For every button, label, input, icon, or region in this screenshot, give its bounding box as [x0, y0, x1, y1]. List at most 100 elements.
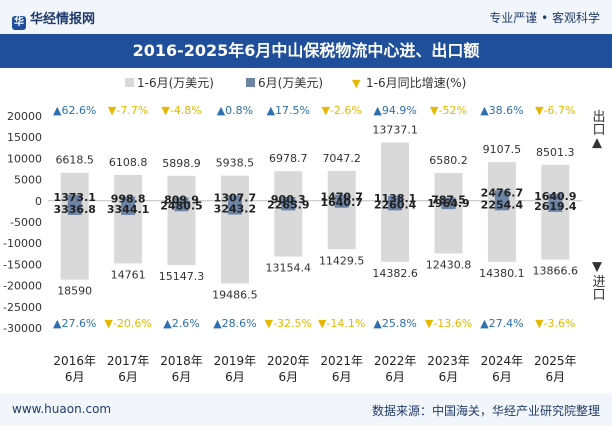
x-tick-label-month: 6月 — [65, 370, 85, 384]
side-label-export: 出口▲ — [590, 110, 605, 151]
label-import-growth: ▲27.4% — [480, 317, 523, 330]
bar-export-month — [494, 190, 509, 201]
label-export-month: 809.9 — [164, 193, 199, 206]
bar-import-month — [121, 200, 136, 215]
bar-import-month — [227, 200, 242, 215]
label-export-month: 1470.7 — [320, 191, 362, 204]
bar-import-cum — [434, 200, 463, 254]
logo-icon: 华 — [12, 16, 26, 30]
bar-export-month — [334, 194, 349, 201]
label-import-month: 2480.5 — [160, 199, 202, 212]
label-import-cum: 13866.6 — [533, 265, 579, 278]
label-import-month: 1964.9 — [427, 197, 469, 210]
label-import-cum: 13154.4 — [266, 262, 312, 275]
label-import-growth: ▲25.8% — [373, 317, 416, 330]
legend-growth-label: 1-6月同比增速(%) — [366, 76, 466, 90]
label-import-month: 2254.4 — [481, 198, 524, 211]
label-import-month: 1640.7 — [320, 196, 362, 209]
bar-import-cum — [327, 200, 356, 250]
label-import-cum: 12430.8 — [426, 259, 472, 272]
chart-area: 1-6月(万美元) 6月(万美元) ▼ 1-6月同比增速(%) 20000 150… — [3, 76, 605, 384]
x-tick-label-month: 6月 — [385, 370, 405, 384]
bar-import-month — [334, 200, 349, 208]
bar-import-month — [388, 200, 403, 211]
x-tick-label-month: 6月 — [172, 370, 192, 384]
label-export-cum: 7047.2 — [322, 152, 361, 165]
label-import-month: 2260.4 — [374, 198, 417, 211]
x-tick-label-month: 6月 — [439, 370, 459, 384]
x-tick-label-year: 2019年 — [214, 354, 257, 368]
x-tick-label-month: 6月 — [278, 370, 298, 384]
label-import-growth: ▲28.6% — [213, 317, 256, 330]
label-import-month: 3336.8 — [53, 203, 95, 216]
label-export-growth: ▼-2.6% — [322, 104, 362, 117]
top-bar: 华华经情报网 专业严谨 • 客观科学 — [0, 0, 612, 34]
x-tick-label-month: 6月 — [118, 370, 138, 384]
label-import-growth: ▼-32.5% — [265, 317, 312, 330]
y-tick-label: -5000 — [10, 216, 42, 229]
site-logo[interactable]: 华华经情报网 — [12, 8, 95, 30]
x-tick-label-year: 2020年 — [267, 354, 310, 368]
slogan-tag-2: 客观科学 — [551, 11, 600, 25]
x-tick-label-year: 2016年 — [53, 354, 96, 368]
bar-export-month — [441, 197, 456, 201]
bar-import-month — [494, 200, 509, 211]
bar-export-month — [388, 195, 403, 201]
label-export-month: 1373.1 — [53, 191, 95, 204]
bar-import-cum — [220, 200, 249, 284]
slogan-tags: 专业严谨 • 客观科学 — [489, 11, 600, 25]
bars — [60, 142, 570, 284]
label-export-cum: 6978.7 — [269, 152, 308, 165]
label-import-month: 3243.2 — [214, 203, 256, 216]
label-import-growth: ▼-14.1% — [318, 317, 365, 330]
y-tick-label: 0 — [35, 195, 42, 208]
label-export-month: 787.5 — [431, 193, 466, 206]
label-export-cum: 6618.5 — [55, 154, 94, 167]
label-export-month: 1640.9 — [534, 190, 576, 203]
y-tick-label: -10000 — [3, 237, 42, 250]
label-import-cum: 14380.1 — [479, 267, 525, 280]
y-tick-label: 20000 — [7, 110, 42, 123]
x-tick-label-year: 2022年 — [374, 354, 417, 368]
legend-cum-label: 1-6月(万美元) — [137, 76, 214, 90]
legend-growth-icon: ▼ — [352, 77, 361, 90]
x-tick-label-year: 2023年 — [427, 354, 470, 368]
x-tick-label-year: 2021年 — [320, 354, 363, 368]
label-import-growth: ▲27.6% — [53, 317, 96, 330]
footer-website[interactable]: www.huaon.com — [12, 402, 112, 416]
bar-export-cum — [167, 175, 196, 201]
label-import-growth: ▼-20.6% — [104, 317, 151, 330]
label-export-cum: 5938.5 — [216, 157, 255, 170]
x-tick-label-year: 2024年 — [481, 354, 524, 368]
bar-import-cum — [487, 200, 516, 262]
y-tick-label: 15000 — [7, 131, 42, 144]
bar-import-month — [67, 200, 82, 215]
slogan-tag-1: 专业严谨 — [489, 11, 538, 25]
bar-export-month — [281, 196, 296, 201]
bar-export-month — [67, 194, 82, 201]
logo-text: 华经情报网 — [30, 12, 96, 27]
legend-cum-swatch — [125, 78, 134, 87]
footer: www.huaon.com 数据来源：中国海关，华经产业研究院整理 — [0, 393, 612, 426]
label-export-growth: ▲38.6% — [480, 104, 523, 117]
label-export-cum: 6580.2 — [429, 154, 468, 167]
label-export-month: 998.8 — [111, 193, 146, 206]
x-tick-label-year: 2017年 — [107, 354, 150, 368]
label-import-growth: ▼-3.6% — [535, 317, 575, 330]
chart-title: 2016-2025年6月中山保税物流中心进、出口额 — [0, 34, 612, 68]
label-import-month: 3344.1 — [107, 203, 149, 216]
x-tick-label-month: 6月 — [545, 370, 565, 384]
x-tick-label-month: 6月 — [492, 370, 512, 384]
label-import-cum: 18590 — [57, 285, 92, 298]
bar-import-month — [548, 200, 563, 212]
bar-import-cum — [167, 200, 196, 266]
bar-export-month — [121, 196, 136, 201]
grid: 20000 15000 10000 5000 0 -5000 -10000 -15000 -20… — [3, 110, 582, 335]
x-tick-label-year: 2025年 — [534, 354, 577, 368]
y-tick-label: -15000 — [3, 258, 42, 271]
label-export-growth: ▲94.9% — [373, 104, 416, 117]
bar-export-cum — [114, 174, 143, 201]
bar-import-month — [441, 200, 456, 210]
legend-month-label: 6月(万美元) — [258, 76, 323, 90]
